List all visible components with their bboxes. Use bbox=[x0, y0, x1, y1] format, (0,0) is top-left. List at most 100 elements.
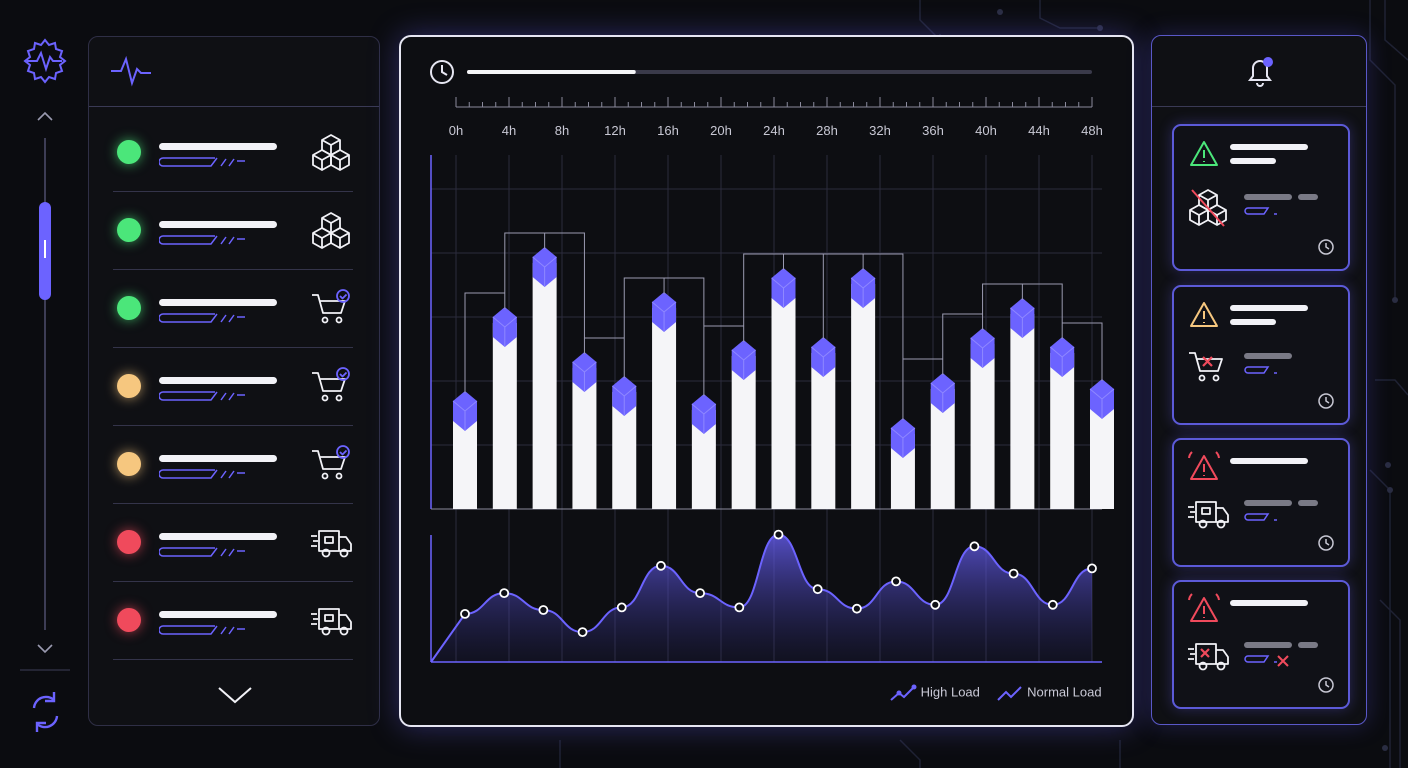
warning-triangle-icon bbox=[1190, 302, 1218, 327]
list-item[interactable] bbox=[113, 113, 353, 192]
list-item[interactable] bbox=[113, 347, 353, 426]
pulse-icon bbox=[111, 55, 151, 87]
area-point[interactable] bbox=[969, 541, 980, 552]
area-point[interactable] bbox=[1047, 599, 1058, 610]
cubes-crossed-icon bbox=[1189, 189, 1227, 227]
clock-icon bbox=[1318, 393, 1334, 409]
item-title-placeholder bbox=[159, 143, 277, 150]
cubes-icon bbox=[312, 134, 350, 171]
tick-label: 16h bbox=[657, 123, 679, 138]
list-item[interactable] bbox=[113, 191, 353, 270]
alert-card-graphic bbox=[1189, 141, 1334, 255]
alert-card-graphic bbox=[1189, 302, 1334, 409]
cart-check-icon bbox=[312, 289, 350, 324]
item-subtitle-placeholder bbox=[159, 469, 245, 479]
chart-bar[interactable] bbox=[970, 344, 995, 509]
area-point[interactable] bbox=[734, 602, 745, 613]
truck-x-icon bbox=[1188, 643, 1229, 671]
tick-label: 32h bbox=[869, 123, 891, 138]
cubes-icon bbox=[312, 212, 350, 249]
tick-label: 44h bbox=[1028, 123, 1050, 138]
status-dot-amber bbox=[117, 374, 141, 398]
gear-pulse-icon[interactable] bbox=[23, 38, 67, 84]
area-fill bbox=[431, 534, 1092, 662]
load-chart: 0h 4h 8h 12h 16h 20h 24h 28h 32h 36h 40h 44h 48h bbox=[430, 60, 1115, 663]
status-dot-red bbox=[117, 608, 141, 632]
tick-label: 8h bbox=[555, 123, 569, 138]
area-point[interactable] bbox=[891, 576, 901, 587]
alert-card-graphic bbox=[1188, 451, 1334, 551]
cart-x-icon bbox=[1189, 352, 1223, 382]
chart-bar[interactable] bbox=[811, 353, 836, 509]
warning-triangle-icon bbox=[1190, 141, 1218, 166]
chevron-up-icon[interactable] bbox=[37, 111, 53, 121]
tick-label: 12h bbox=[604, 123, 626, 138]
tick-label: 20h bbox=[710, 123, 732, 138]
warning-triangle-icon bbox=[1188, 451, 1220, 480]
chart-bar[interactable] bbox=[532, 263, 557, 509]
chart-bar[interactable] bbox=[492, 323, 517, 509]
item-title-placeholder bbox=[159, 611, 277, 618]
area-point[interactable] bbox=[499, 588, 510, 598]
warning-triangle-icon bbox=[1188, 593, 1220, 622]
chart-bar[interactable] bbox=[731, 356, 756, 509]
area-point[interactable] bbox=[695, 588, 706, 598]
list-item[interactable] bbox=[113, 503, 353, 582]
clock-icon bbox=[430, 60, 454, 84]
item-subtitle-placeholder bbox=[159, 313, 245, 323]
list-expand-chevron-down-icon[interactable] bbox=[215, 683, 255, 707]
list-header bbox=[89, 37, 379, 107]
area-point[interactable] bbox=[930, 599, 941, 610]
chart-bar[interactable] bbox=[1010, 314, 1035, 509]
load-chart-panel: 0h 4h 8h 12h 16h 20h 24h 28h 32h 36h 40h 44h 48h Hig… bbox=[399, 35, 1134, 727]
area-point[interactable] bbox=[1008, 568, 1019, 579]
chart-bar[interactable] bbox=[1050, 353, 1075, 509]
area-point[interactable] bbox=[460, 609, 470, 619]
item-title-placeholder bbox=[159, 533, 277, 540]
tick-label: 28h bbox=[816, 123, 838, 138]
status-dot-green bbox=[117, 218, 141, 242]
component-list-panel bbox=[88, 36, 380, 726]
chart-bar[interactable] bbox=[851, 284, 876, 509]
clock-icon bbox=[1318, 535, 1334, 551]
item-subtitle-placeholder bbox=[159, 547, 245, 557]
area-point[interactable] bbox=[656, 560, 666, 571]
clock-icon bbox=[1318, 239, 1334, 255]
alert-card[interactable] bbox=[1172, 438, 1350, 567]
refresh-icon[interactable] bbox=[32, 692, 59, 732]
list-item[interactable] bbox=[113, 269, 353, 348]
truck-icon bbox=[311, 608, 352, 636]
alert-card[interactable] bbox=[1172, 580, 1350, 709]
alerts-panel bbox=[1151, 35, 1367, 725]
area-point[interactable] bbox=[577, 627, 588, 637]
cart-check-icon bbox=[312, 367, 350, 402]
trend-line-icon bbox=[996, 686, 1022, 701]
item-subtitle-placeholder bbox=[159, 235, 245, 245]
truck-icon bbox=[1188, 501, 1229, 529]
list-item[interactable] bbox=[113, 581, 353, 660]
chevron-down-icon[interactable] bbox=[37, 644, 53, 654]
bell-icon[interactable] bbox=[1240, 52, 1280, 92]
item-subtitle-placeholder bbox=[159, 391, 245, 401]
chart-bar[interactable] bbox=[652, 308, 677, 509]
tick-label: 36h bbox=[922, 123, 944, 138]
alert-card-graphic bbox=[1188, 593, 1334, 693]
area-point[interactable] bbox=[1087, 563, 1097, 574]
legend-normal-load: Normal Load bbox=[1027, 684, 1102, 700]
status-dot-red bbox=[117, 530, 141, 554]
list-item[interactable] bbox=[113, 425, 353, 504]
left-rail bbox=[0, 0, 88, 768]
item-title-placeholder bbox=[159, 455, 277, 462]
area-point[interactable] bbox=[773, 529, 784, 540]
clock-icon bbox=[1318, 677, 1334, 693]
area-point[interactable] bbox=[538, 605, 549, 615]
chart-bar[interactable] bbox=[771, 284, 796, 509]
timeline-progress[interactable] bbox=[467, 70, 636, 74]
area-point[interactable] bbox=[616, 602, 627, 613]
area-point[interactable] bbox=[851, 603, 862, 614]
alert-card[interactable] bbox=[1172, 124, 1350, 271]
item-title-placeholder bbox=[159, 377, 277, 384]
tick-label: 0h bbox=[449, 123, 463, 138]
area-point[interactable] bbox=[812, 584, 823, 595]
alert-card[interactable] bbox=[1172, 285, 1350, 425]
